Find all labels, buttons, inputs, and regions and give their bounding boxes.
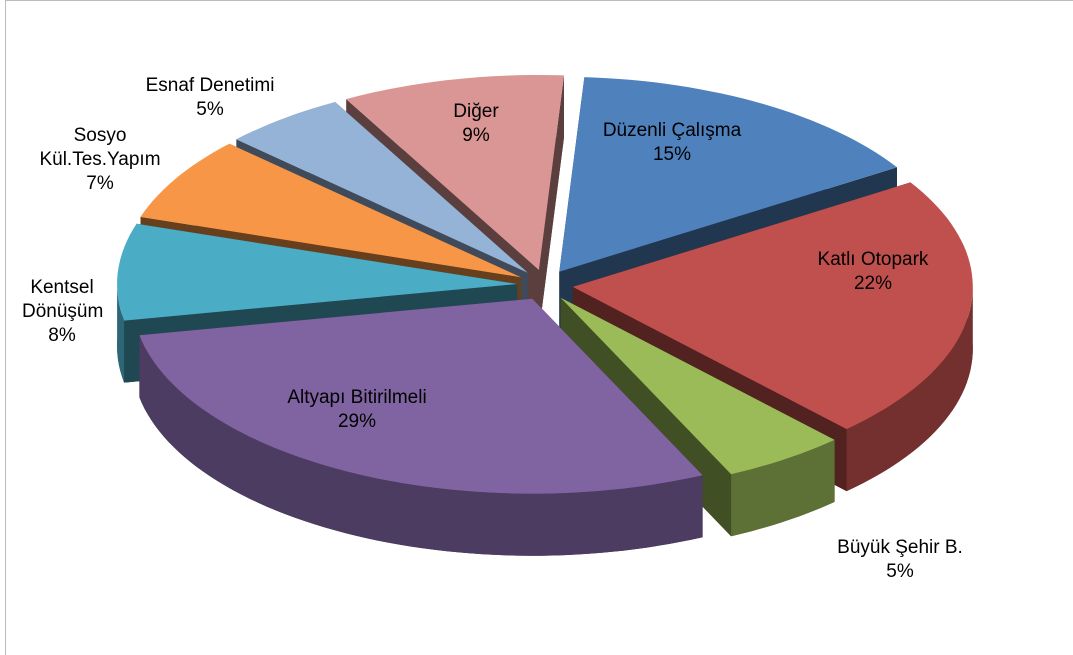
slice-wall: [117, 284, 125, 383]
value-label: 5%: [196, 99, 224, 120]
value-label: 29%: [337, 411, 377, 432]
slice: [117, 223, 518, 321]
value-label: 8%: [48, 325, 76, 346]
slice: [139, 298, 703, 494]
slice-label: Düzenli Çalışma 15%: [577, 119, 767, 167]
category-label: Altyapı Bitirilmeli: [287, 387, 427, 408]
slice: [346, 75, 564, 270]
value-label: 15%: [652, 144, 692, 165]
slice-side: [538, 75, 564, 333]
slice: [572, 182, 973, 430]
value-label: 22%: [853, 273, 893, 294]
slice-label: Diğer 9%: [431, 100, 521, 148]
slice: [236, 102, 528, 273]
slice-label: Altyapı Bitirilmeli 29%: [247, 386, 467, 434]
slice-label: Sosyo Kül.Tes.Yapım 7%: [30, 124, 170, 196]
frame: [5, 0, 1073, 655]
slice-wall: [731, 439, 835, 537]
slice-label: Katlı Otopark 22%: [788, 248, 958, 296]
category-label: Düzenli Çalışma: [602, 120, 742, 141]
slice: [560, 297, 835, 475]
slice-label: Kentsel Dönüşüm 8%: [22, 276, 104, 348]
category-label: Esnaf Denetimi: [145, 75, 275, 96]
slice-wall: [139, 335, 703, 556]
category-label: Diğer: [453, 101, 499, 122]
value-label: 7%: [86, 173, 114, 194]
category-label: Katlı Otopark: [817, 249, 929, 270]
slice-wall: [846, 286, 973, 492]
slice: [140, 143, 521, 278]
value-label: 5%: [886, 561, 914, 582]
category-label: Kentsel Dönüşüm: [22, 277, 104, 322]
slice-label: Büyük Şehir B. 5%: [815, 536, 985, 584]
value-label: 9%: [462, 125, 490, 146]
slice: [559, 77, 897, 272]
category-label: Büyük Şehir B.: [837, 537, 963, 558]
category-label: Sosyo Kül.Tes.Yapım: [39, 125, 161, 170]
slice-label: Esnaf Denetimi 5%: [125, 74, 295, 122]
